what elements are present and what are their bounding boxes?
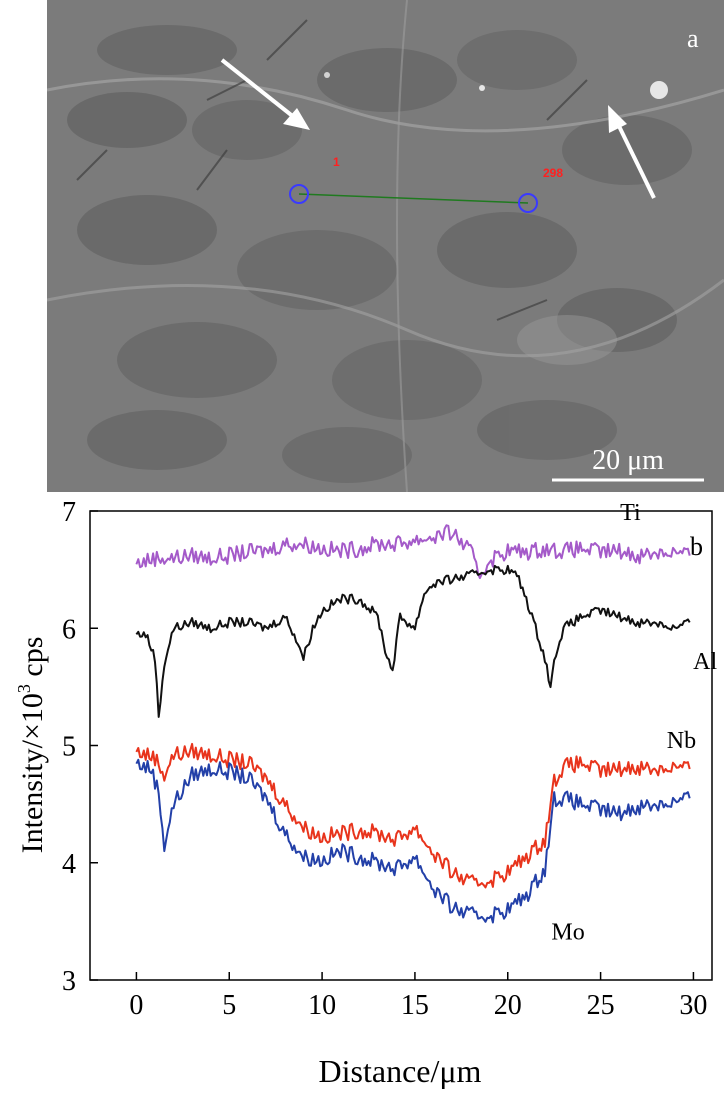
series-layer [135,524,691,924]
x-tick-label: 10 [308,990,336,1021]
y-tick-label: 7 [62,497,76,528]
series-line-ti [135,524,691,580]
arrow-right [608,105,656,199]
sem-micrograph-panel: 1 298 a 20 μm [47,0,724,492]
panel-b-label: b [690,532,703,561]
plot-frame [89,510,713,981]
x-tick-label: 5 [222,990,236,1021]
line-scan-path [298,193,529,204]
series-label-al: Al [693,649,717,675]
y-axis-label-prefix: Intensity/×10 [16,693,49,853]
x-tick-label: 30 [679,990,707,1021]
y-tick-label: 3 [62,966,76,997]
y-tick-label: 5 [62,732,76,763]
series-line-nb [135,742,691,889]
line-scan-start-label: 1 [333,155,340,169]
scale-bar-label: 20 μm [592,445,664,476]
series-label-ti: Ti [620,500,641,526]
x-tick-label: 15 [401,990,429,1021]
y-axis-label-suffix: cps [16,637,49,685]
microstructure-texture [47,0,724,492]
y-axis-label-exponent: 3 [14,684,34,693]
series-label-mo: Mo [551,920,584,946]
sem-micrograph: 1 298 a 20 μm [47,0,724,492]
series-line-al [135,564,691,718]
y-tick-label: 4 [62,849,76,880]
x-tick-label: 20 [494,990,522,1021]
line-scan-end-label: 298 [543,166,563,180]
x-tick-label: 0 [129,990,143,1021]
x-tick-label: 25 [587,990,615,1021]
line-scan-end-marker [518,193,538,213]
series-annotations: Ti Al Nb Mo [551,500,717,946]
panel-a-label: a [687,24,699,53]
axis-ticks: 0 5 10 15 20 25 30 3 4 5 6 7 [62,497,707,1021]
line-scan-start-marker [289,184,309,204]
arrow-left [220,58,310,130]
y-axis-label: Intensity/×103 cps [14,637,49,854]
series-line-mo [135,758,691,924]
line-scan-chart: 0 5 10 15 20 25 30 3 4 5 6 7 Ti Al Nb Mo b Distance/μm… [14,497,717,1089]
series-label-nb: Nb [667,728,696,754]
y-tick-label: 6 [62,614,76,645]
x-axis-label: Distance/μm [319,1053,482,1089]
